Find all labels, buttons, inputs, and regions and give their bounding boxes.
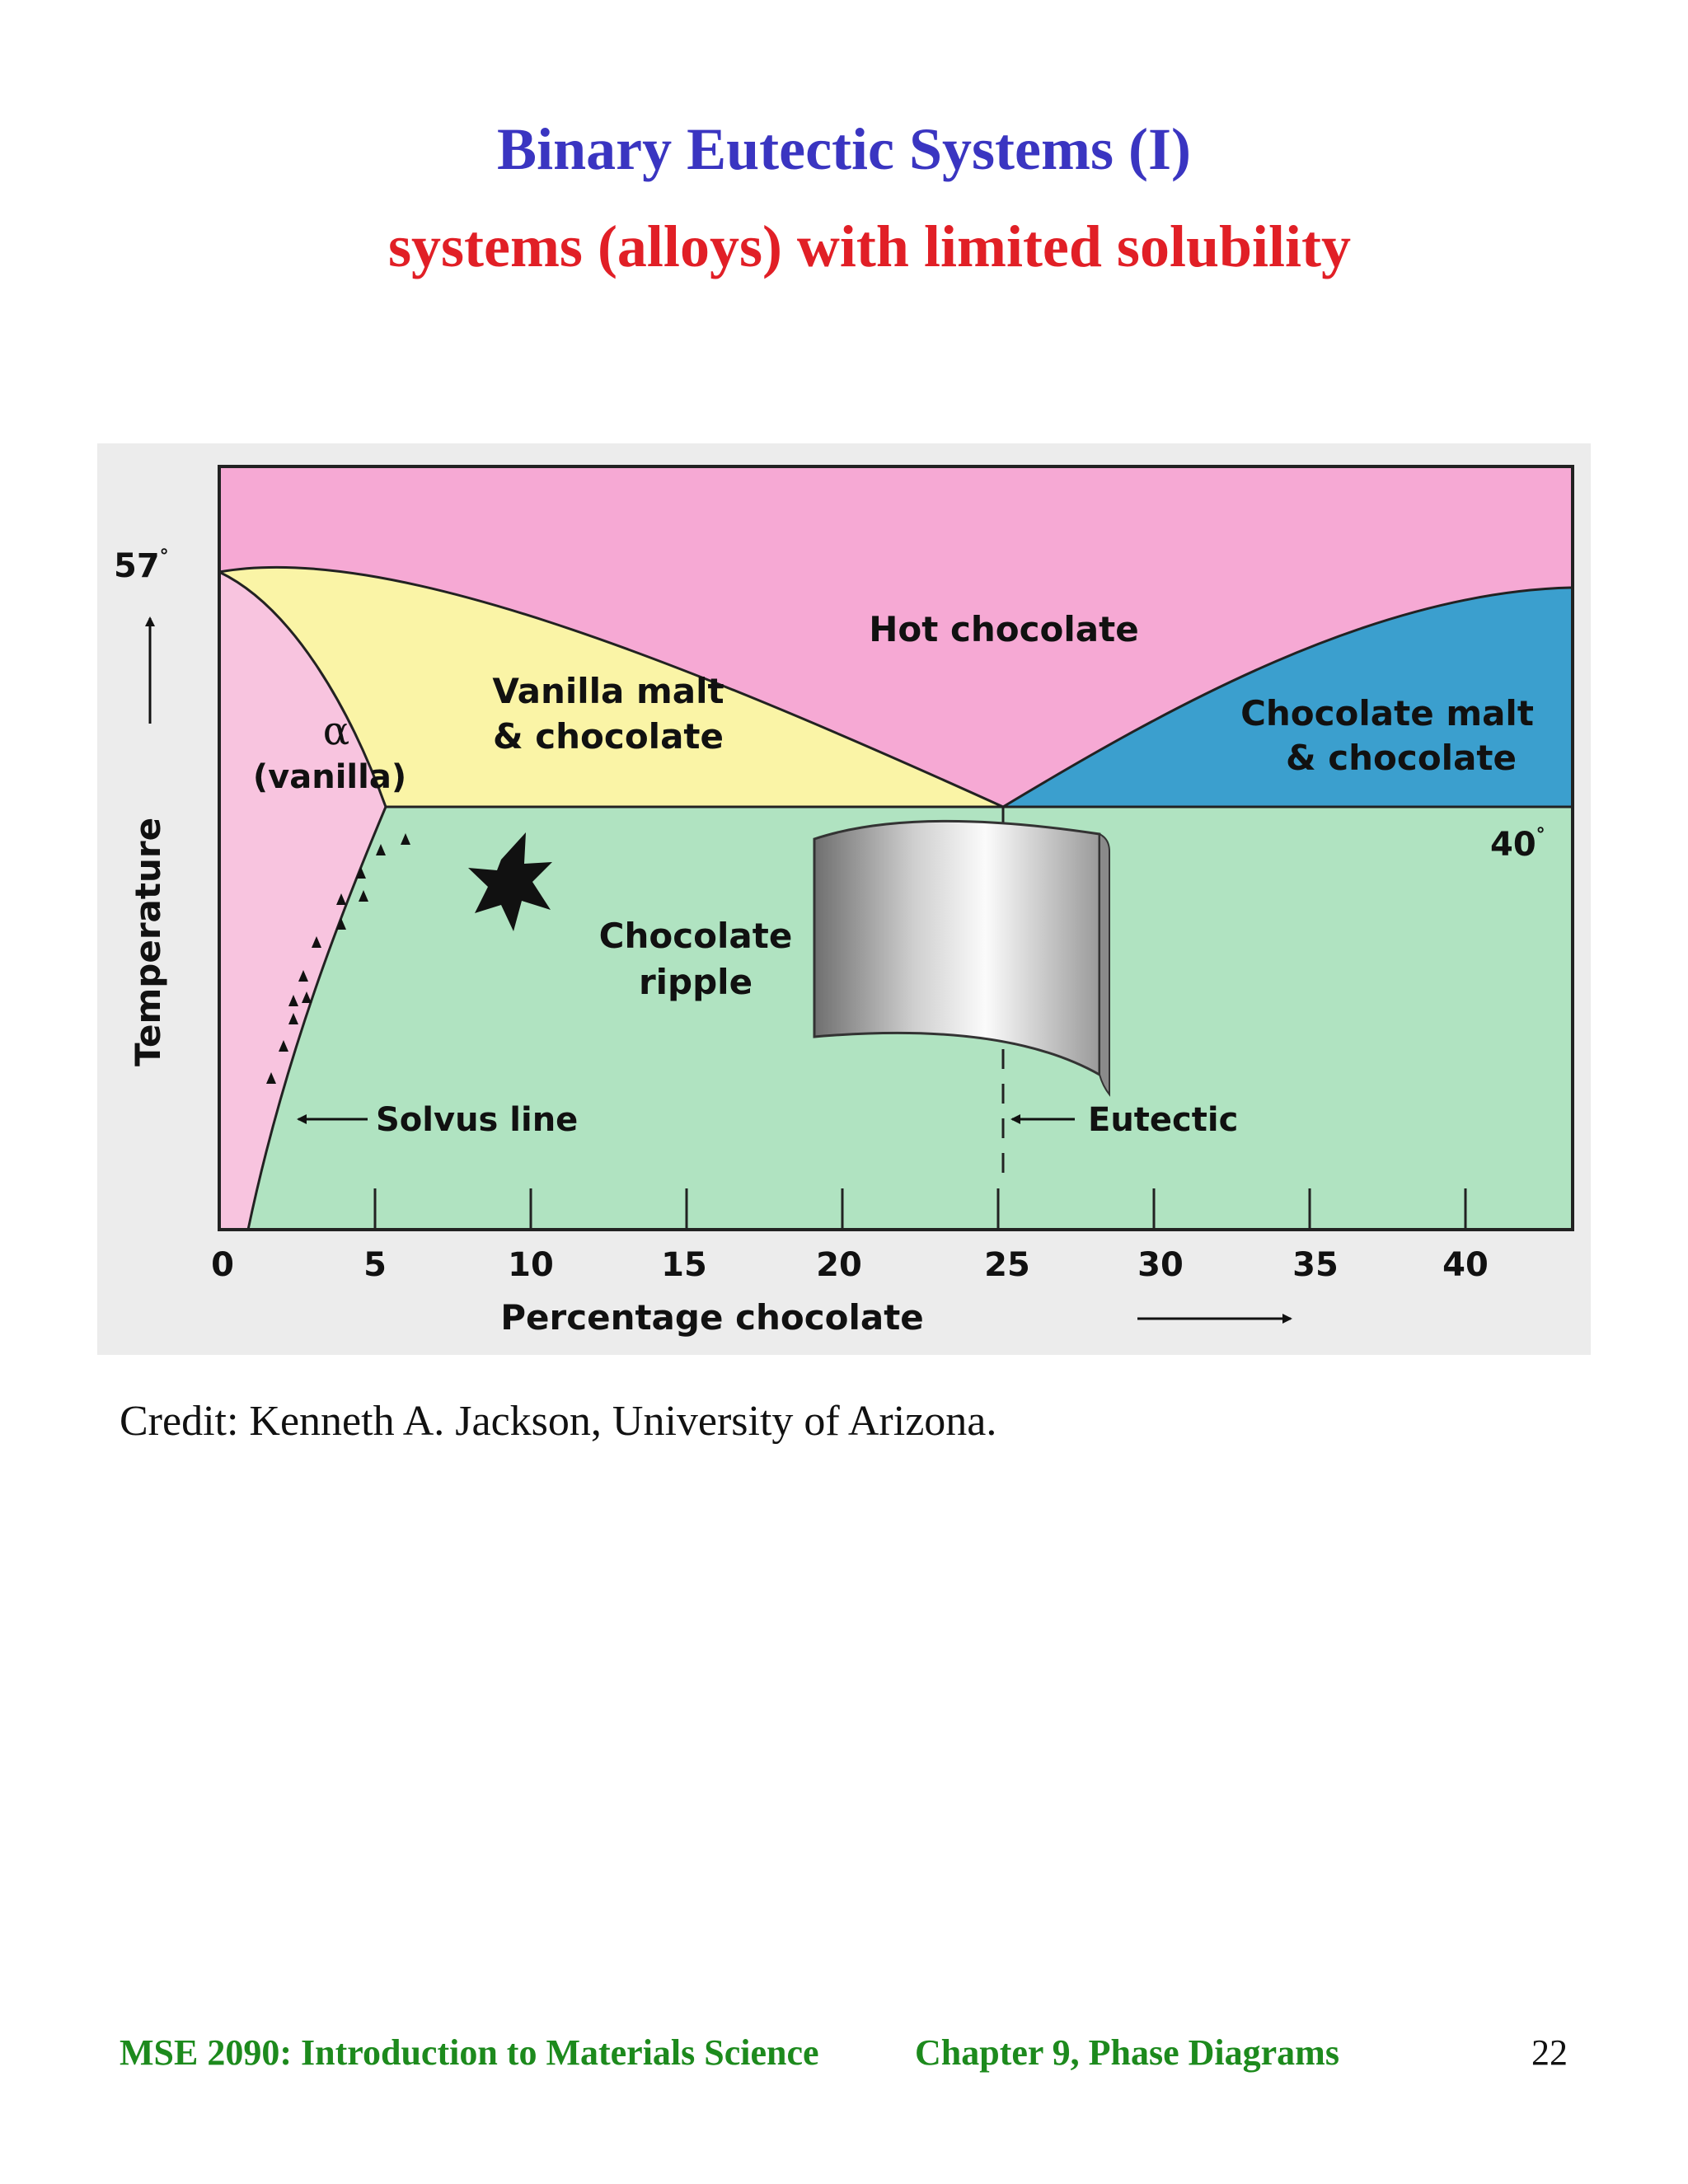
x-tick-label: 15 (661, 1246, 707, 1284)
region-vanilla-malt (219, 567, 1003, 807)
x-axis-title: Percentage chocolate (500, 1297, 924, 1338)
y-axis-title: Temperature (128, 818, 168, 1066)
sheet-edge (1099, 832, 1110, 1097)
x-tick-label: 0 (211, 1246, 234, 1284)
footer-chapter: Chapter 9, Phase Diagrams (915, 2032, 1339, 2073)
phase-diagram: 0 5 10 15 20 25 30 35 40 Percentage choc… (97, 443, 1591, 1355)
figure-credit: Credit: Kenneth A. Jackson, University o… (120, 1398, 997, 1445)
label-alpha-vanilla: (vanilla) (253, 758, 406, 796)
label-eutectic: Eutectic (1088, 1101, 1238, 1139)
region-chocolate-malt (1003, 588, 1573, 807)
x-tick-label: 5 (363, 1246, 387, 1284)
label-chocolate-malt-line2: & chocolate (1286, 738, 1517, 778)
phase-boundaries (218, 565, 1573, 1230)
phase-diagram-figure: 0 5 10 15 20 25 30 35 40 Percentage choc… (97, 443, 1591, 1355)
label-chocolate-ripple-line2: ripple (639, 962, 753, 1002)
page-number: 22 (1531, 2032, 1568, 2073)
chocolate-blob-icon (468, 832, 552, 931)
temperature-top-label: 57° (114, 546, 169, 585)
liquidus-right (1002, 586, 1573, 808)
label-hot-chocolate: Hot chocolate (869, 609, 1138, 649)
x-tick-label: 30 (1137, 1246, 1184, 1284)
x-tick-label: 35 (1292, 1246, 1339, 1284)
label-chocolate-malt-line1: Chocolate malt (1240, 693, 1534, 733)
x-axis-tick-marks (218, 1188, 1467, 1230)
temperature-eutectic-label: 40° (1490, 825, 1545, 864)
label-vanilla-malt-line2: & chocolate (493, 716, 724, 757)
slide-title: Binary Eutectic Systems (I) (497, 116, 1191, 182)
solvus-curve (246, 806, 387, 1230)
slide-subtitle: systems (alloys) with limited solubility (387, 213, 1352, 279)
region-alpha-vanilla (219, 572, 386, 1230)
precipitate-triangles (266, 833, 410, 1084)
solidus-left (218, 570, 387, 808)
footer-course: MSE 2090: Introduction to Materials Scie… (120, 2032, 819, 2073)
label-chocolate-ripple-line1: Chocolate (599, 916, 793, 956)
x-tick-label: 40 (1442, 1246, 1489, 1284)
x-tick-label: 25 (984, 1246, 1030, 1284)
label-solvus-line: Solvus line (376, 1101, 578, 1139)
x-tick-label: 10 (508, 1246, 554, 1284)
label-alpha-symbol: α (323, 708, 349, 754)
x-axis-tick-labels: 0 5 10 15 20 25 30 35 40 (211, 1246, 1489, 1284)
label-vanilla-malt-line1: Vanilla malt (492, 671, 724, 711)
liquidus-left (218, 565, 1004, 808)
x-tick-label: 20 (816, 1246, 862, 1284)
plot-frame (218, 465, 1574, 1231)
